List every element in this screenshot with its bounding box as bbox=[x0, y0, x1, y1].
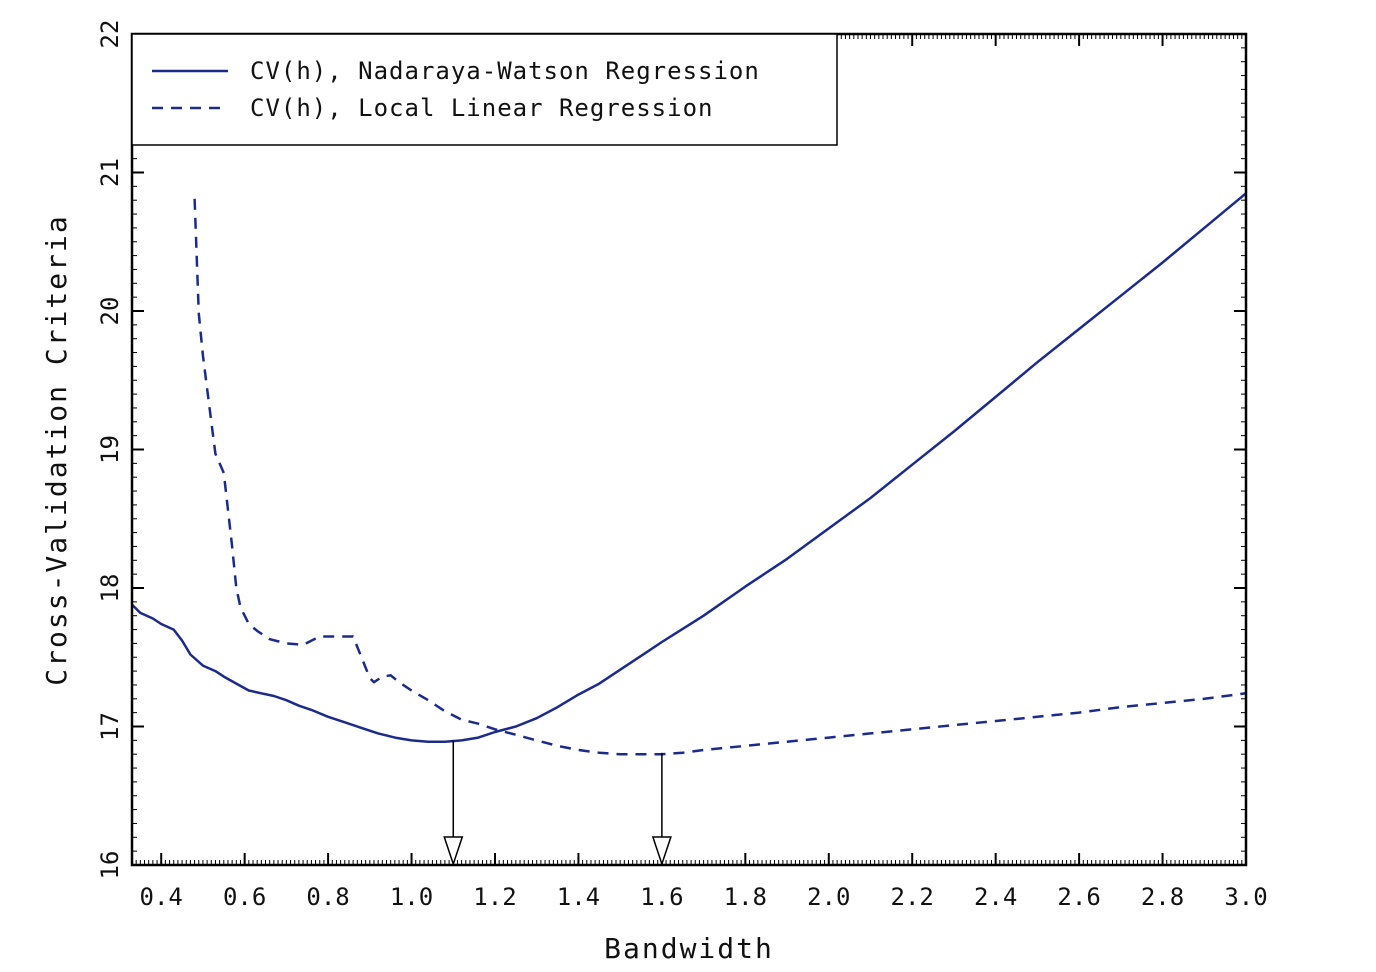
x-axis-title: Bandwidth bbox=[604, 932, 774, 965]
series-line-local-linear bbox=[193, 198, 1247, 756]
x-tick-label: 1.0 bbox=[390, 883, 433, 911]
y-tick-labels: 16 17 18 19 20 21 22 bbox=[96, 20, 124, 880]
y-tick-label: 22 bbox=[96, 20, 124, 49]
legend-label-nadaraya-watson: CV(h), Nadaraya-Watson Regression bbox=[250, 57, 760, 85]
y-tick-label: 21 bbox=[96, 158, 124, 187]
axis-major-ticks bbox=[132, 33, 1247, 866]
min-arrow-head bbox=[443, 836, 464, 867]
x-tick-label: 1.6 bbox=[640, 883, 683, 911]
x-tick-label: 2.0 bbox=[807, 883, 850, 911]
axis-minor-ticks bbox=[131, 33, 1247, 866]
x-tick-label: 1.2 bbox=[473, 883, 516, 911]
x-tick-label: 2.2 bbox=[891, 883, 934, 911]
x-tick-label: 0.4 bbox=[140, 883, 183, 911]
x-tick-label: 2.8 bbox=[1141, 883, 1184, 911]
legend-box bbox=[131, 33, 838, 146]
series-line-nadaraya-watson bbox=[131, 192, 1247, 743]
series-layer bbox=[131, 192, 1247, 756]
x-tick-label: 1.4 bbox=[557, 883, 600, 911]
min-arrow-head bbox=[651, 836, 672, 867]
y-tick-label: 16 bbox=[96, 851, 124, 880]
legend-label-local-linear: CV(h), Local Linear Regression bbox=[250, 94, 713, 122]
y-tick-label: 17 bbox=[96, 712, 124, 741]
legend: CV(h), Nadaraya-Watson Regression CV(h),… bbox=[131, 33, 838, 146]
x-tick-label: 3.0 bbox=[1224, 883, 1267, 911]
x-tick-label: 1.8 bbox=[724, 883, 767, 911]
y-axis-title: Cross-Validation Criteria bbox=[40, 214, 73, 685]
x-tick-label: 0.6 bbox=[223, 883, 266, 911]
x-tick-label: 0.8 bbox=[306, 883, 349, 911]
annotation-layer bbox=[443, 740, 672, 867]
x-tick-labels: 0.4 0.6 0.8 1.0 1.2 1.4 1.6 1.8 2.0 2.2 2.4 2.6 2.8 3… bbox=[140, 883, 1268, 911]
y-tick-label: 18 bbox=[96, 574, 124, 603]
x-tick-label: 2.4 bbox=[974, 883, 1017, 911]
x-tick-label: 2.6 bbox=[1057, 883, 1100, 911]
y-tick-label: 20 bbox=[96, 297, 124, 326]
y-tick-label: 19 bbox=[96, 435, 124, 464]
plot-frame bbox=[130, 32, 1248, 867]
